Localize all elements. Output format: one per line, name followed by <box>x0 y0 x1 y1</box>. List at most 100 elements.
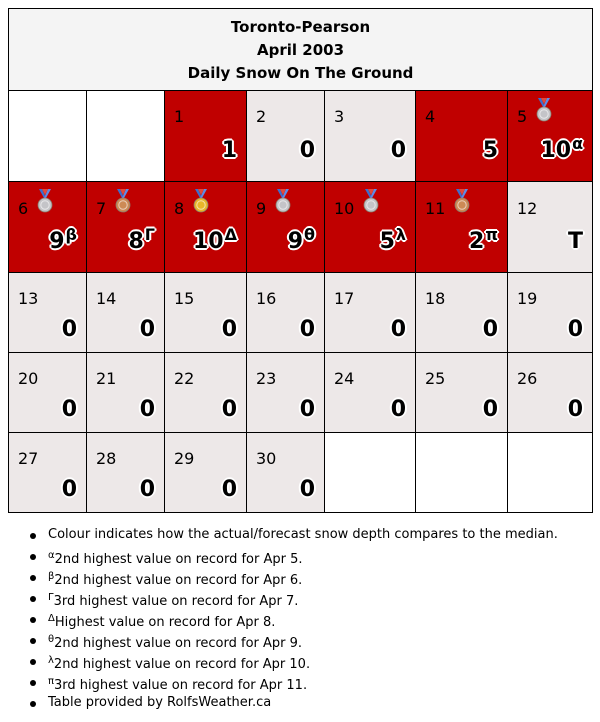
empty-day-cell <box>86 90 165 182</box>
day-number: 26 <box>517 369 538 388</box>
month-title: April 2003 <box>257 41 345 59</box>
snow-depth-number: 0 <box>567 397 584 422</box>
day-cell: 18 0 <box>415 272 508 353</box>
day-number: 30 <box>256 449 277 468</box>
snow-depth-value: 2π <box>469 225 498 254</box>
snow-depth-number: 10 <box>540 138 572 163</box>
snow-depth-number: 5 <box>379 229 395 254</box>
day-cell: 27 0 <box>8 432 87 513</box>
day-number: 25 <box>425 369 446 388</box>
footnote-item: λ2nd highest value on record for Apr 10. <box>30 652 558 673</box>
day-number: 21 <box>96 369 117 388</box>
snow-depth-value: 10Δ <box>193 225 237 254</box>
snow-depth-number: 0 <box>139 317 155 342</box>
footnote-symbol: θ <box>48 634 55 645</box>
snow-depth-value: 1 <box>222 138 237 163</box>
silver-medal-icon <box>272 189 294 213</box>
footnote-text: 2nd highest value on record for Apr 5. <box>54 552 303 567</box>
day-cell: 11 2π <box>415 181 508 273</box>
calendar-weeks: 1 1 2 0 3 0 4 5 5 10α 6 9β 7 8Γ 8 10Δ 9 9θ 10 5λ 11 2π 12 T 13 0 1… <box>8 90 594 513</box>
snow-depth-number: 0 <box>482 397 498 422</box>
snow-depth-value: 0 <box>568 397 583 422</box>
week-row: 13 0 14 0 15 0 16 0 17 0 18 0 19 0 <box>8 272 594 353</box>
silver-medal-icon <box>34 189 56 213</box>
day-cell: 10 5λ <box>324 181 416 273</box>
snow-depth-number: 0 <box>139 397 155 422</box>
snow-depth-value: 0 <box>62 477 77 502</box>
snow-depth-value: 9θ <box>288 225 315 254</box>
day-number: 18 <box>425 289 446 308</box>
day-number: 23 <box>256 369 277 388</box>
day-cell: 22 0 <box>164 352 247 433</box>
footnote-marker: θ <box>304 225 315 244</box>
snow-depth-value: 0 <box>300 397 315 422</box>
snow-depth-number: 0 <box>390 397 406 422</box>
gold-medal-icon <box>190 189 212 213</box>
week-row: 6 9β 7 8Γ 8 10Δ 9 9θ 10 5λ 11 2π 12 T <box>8 181 594 273</box>
footnote-item: Colour indicates how the actual/forecast… <box>30 526 558 547</box>
day-number: 2 <box>256 107 267 126</box>
snow-depth-value: 5λ <box>380 225 406 254</box>
silver-medal-icon <box>533 98 555 122</box>
snow-depth-value: 0 <box>568 317 583 342</box>
snow-depth-number: 9 <box>49 229 65 254</box>
day-cell: 14 0 <box>86 272 165 353</box>
snow-depth-number: 0 <box>299 138 315 163</box>
chart-subtitle: Daily Snow On The Ground <box>187 64 414 82</box>
footnote-symbol: Γ <box>48 592 54 603</box>
footnote-item: ΔHighest value on record for Apr 8. <box>30 610 558 631</box>
footnote-text: 3rd highest value on record for Apr 7. <box>53 594 299 609</box>
calendar-header: Toronto-Pearson April 2003 Daily Snow On… <box>7 8 594 91</box>
snow-depth-number: 0 <box>299 397 315 422</box>
snow-depth-value: 0 <box>222 477 237 502</box>
week-row: 1 1 2 0 3 0 4 5 5 10α <box>8 90 594 182</box>
snow-depth-number: 0 <box>221 397 237 422</box>
day-cell: 6 9β <box>8 181 87 273</box>
snow-depth-number: 0 <box>221 317 237 342</box>
footnote-symbol: π <box>48 676 55 687</box>
day-cell: 15 0 <box>164 272 247 353</box>
snow-depth-value: 0 <box>300 477 315 502</box>
snow-depth-value: 0 <box>222 317 237 342</box>
footnote-item: π3rd highest value on record for Apr 11. <box>30 673 558 694</box>
footnote-text: 2nd highest value on record for Apr 6. <box>54 573 303 588</box>
day-cell: 24 0 <box>324 352 416 433</box>
snow-depth-number: 0 <box>482 317 498 342</box>
day-number: 22 <box>174 369 195 388</box>
day-cell: 20 0 <box>8 352 87 433</box>
snow-depth-value: 0 <box>140 317 155 342</box>
footnote-marker: λ <box>395 225 406 244</box>
footnote-item: β2nd highest value on record for Apr 6. <box>30 568 558 589</box>
day-number: 12 <box>517 199 538 218</box>
footnote-text: 2nd highest value on record for Apr 10. <box>53 657 311 672</box>
day-cell: 9 9θ <box>246 181 325 273</box>
snow-depth-value: T <box>568 229 583 254</box>
snow-depth-value: 0 <box>483 397 498 422</box>
snow-depth-value: 9β <box>49 225 77 254</box>
snow-depth-number: 1 <box>221 138 237 163</box>
snow-depth-number: 2 <box>469 229 485 254</box>
footnote-text: 3rd highest value on record for Apr 11. <box>54 678 308 693</box>
day-number: 4 <box>425 107 436 126</box>
footnote-symbol: α <box>48 550 55 561</box>
day-cell: 8 10Δ <box>164 181 247 273</box>
snow-depth-number: 0 <box>61 477 77 502</box>
bronze-medal-icon <box>451 189 473 213</box>
footnote-symbol: λ <box>48 655 54 666</box>
footnote-item: θ2nd highest value on record for Apr 9. <box>30 631 558 652</box>
day-number: 6 <box>18 199 29 218</box>
day-cell: 28 0 <box>86 432 165 513</box>
footnote-item: Table provided by RolfsWeather.ca <box>30 694 558 715</box>
day-cell: 13 0 <box>8 272 87 353</box>
snow-depth-value: 5 <box>483 138 498 163</box>
silver-medal-icon <box>360 189 382 213</box>
day-number: 8 <box>174 199 185 218</box>
station-title: Toronto-Pearson <box>230 18 371 36</box>
snow-depth-number: 0 <box>61 317 77 342</box>
week-row: 27 0 28 0 29 0 30 0 <box>8 432 594 513</box>
snow-depth-value: 10α <box>540 134 583 163</box>
day-number: 13 <box>18 289 39 308</box>
